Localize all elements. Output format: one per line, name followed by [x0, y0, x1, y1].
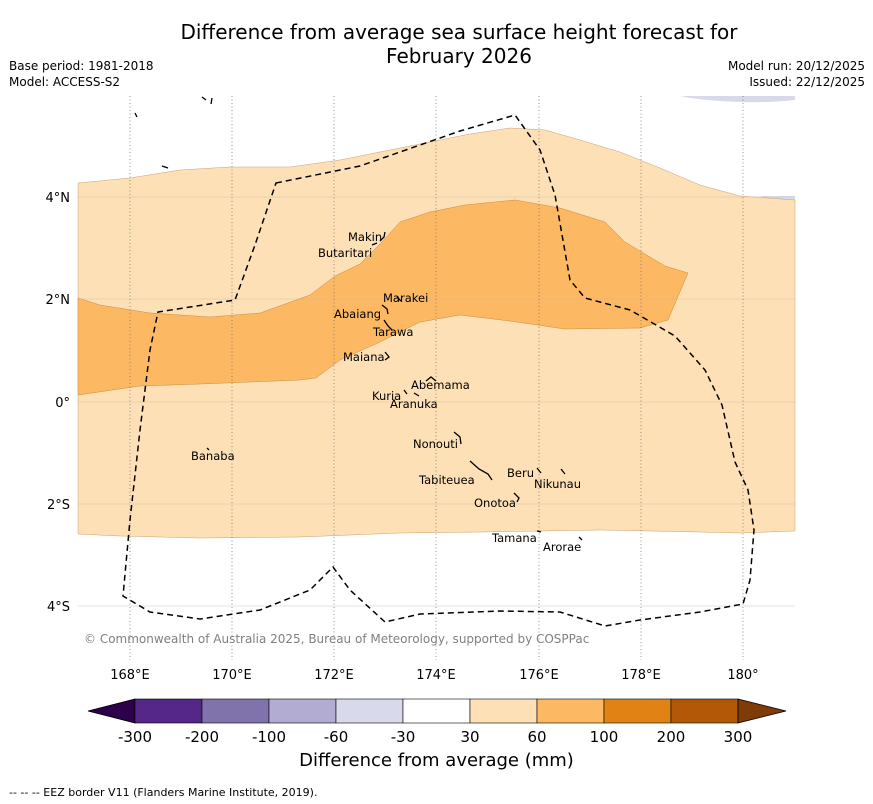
island-abemama: [425, 376, 437, 382]
colorbar-extend-low: [87, 698, 136, 724]
place-label: Abemama: [411, 378, 470, 392]
anomaly-region-negative: [680, 96, 795, 103]
place-label: Abaiang: [334, 307, 381, 321]
lon-tick-label: 170°E: [212, 668, 252, 683]
longitude-axis-labels: 168°E 170°E 172°E 174°E 176°E 178°E 180°: [110, 668, 758, 683]
colorbar-tick-label: -100: [252, 728, 286, 746]
place-label: Makin: [348, 230, 382, 244]
lon-tick-label: 178°E: [621, 668, 661, 683]
copyright-notice: © Commonwealth of Australia 2025, Bureau…: [84, 632, 590, 646]
colorbar-segment: [201, 698, 270, 724]
place-label: Tarawa: [372, 325, 413, 339]
latitude-gridlines: [78, 196, 795, 607]
colorbar-segment: [268, 698, 337, 724]
colorbar-segments: [87, 698, 787, 724]
colorbar-tick-label: -200: [185, 728, 219, 746]
forecast-map: Makin Butaritari Marakei Abaiang Tarawa …: [46, 96, 796, 683]
anomaly-region-30-60: [77, 127, 796, 539]
colorbar-tick-label: 60: [527, 728, 546, 746]
colorbar-tick-label: 100: [590, 728, 619, 746]
island-nonouti: [453, 431, 462, 445]
map-title-line2: February 2026: [386, 44, 532, 68]
colorbar-segment: [134, 698, 203, 724]
colorbar-segment: [335, 698, 404, 724]
lon-tick-label: 180°: [727, 668, 758, 683]
anomaly-region-60-100: [77, 199, 689, 396]
place-label: Maiana: [343, 350, 385, 364]
colorbar-segment: [603, 698, 672, 724]
colorbar-segment: [536, 698, 605, 724]
model-run-date: Model run: 20/12/2025: [727, 59, 865, 73]
lon-tick-label: 174°E: [416, 668, 456, 683]
map-title-line1: Difference from average sea surface heig…: [180, 20, 738, 44]
lat-tick-label: 0°: [55, 396, 70, 411]
model-name: Model: ACCESS-S2: [9, 75, 121, 89]
place-label: Aranuka: [390, 397, 438, 411]
map-title: Difference from average sea surface heig…: [0, 20, 873, 68]
island-butaritari: [371, 242, 378, 246]
lat-tick-label: 4°N: [46, 191, 71, 206]
island-aranuka: [413, 392, 420, 397]
colorbar-tick-label: 200: [657, 728, 686, 746]
colorbar-tick-label: 300: [724, 728, 753, 746]
place-label: Onotoa: [474, 496, 516, 510]
place-label: Nikunau: [534, 477, 581, 491]
place-label: Arorae: [543, 540, 581, 554]
island-makin: [379, 231, 386, 242]
place-labels: Makin Butaritari Marakei Abaiang Tarawa …: [191, 230, 581, 554]
colorbar-tick-label: -300: [118, 728, 152, 746]
colorbar: -300 -200 -100 -60 -30 30 60 100 200 300: [87, 698, 787, 746]
island-banaba: [206, 447, 210, 451]
lat-tick-label: 2°N: [46, 293, 71, 308]
place-label: Tamana: [491, 531, 537, 545]
island-nw-2: [201, 96, 213, 105]
place-label: Nonouti: [413, 437, 458, 451]
place-label: Beru: [507, 466, 534, 480]
island-nw-1: [134, 112, 138, 118]
lat-tick-label: 2°S: [47, 498, 70, 513]
lat-tick-label: 4°S: [47, 600, 70, 615]
place-label: Tabiteuea: [418, 473, 475, 487]
colorbar-tick-label: 30: [460, 728, 479, 746]
island-onotoa: [513, 492, 520, 503]
colorbar-segment: [402, 698, 471, 724]
eez-legend-note: -- -- -- EEZ border V11 (Flanders Marine…: [9, 786, 318, 799]
island-kuria: [403, 389, 408, 395]
latitude-axis-labels: 4°N 2°N 0° 2°S 4°S: [46, 191, 71, 615]
lon-tick-label: 176°E: [519, 668, 559, 683]
issued-date: Issued: 22/12/2025: [749, 75, 865, 89]
colorbar-segment: [469, 698, 538, 724]
longitude-gridlines: [129, 96, 744, 660]
run-info: Model run: 20/12/2025 Issued: 22/12/2025: [728, 58, 865, 90]
place-label: Banaba: [191, 449, 235, 463]
colorbar-extend-high: [737, 698, 787, 724]
place-label: Marakei: [383, 291, 428, 305]
lon-tick-label: 168°E: [110, 668, 150, 683]
colorbar-labels: -300 -200 -100 -60 -30 30 60 100 200 300: [118, 728, 752, 746]
island-tarawa: [383, 319, 393, 331]
island-shapes: [134, 96, 583, 541]
island-tamana: [536, 530, 542, 533]
island-maiana: [384, 351, 390, 361]
colorbar-tick-label: -60: [324, 728, 349, 746]
island-marakei: [396, 296, 402, 302]
place-label: Kuria: [372, 389, 401, 403]
island-nw-3: [161, 165, 169, 169]
colorbar-segment: [670, 698, 739, 724]
island-beru: [536, 467, 542, 474]
island-arorae: [578, 536, 583, 541]
island-tabiteuea: [469, 460, 493, 481]
island-abaiang: [381, 304, 389, 315]
base-period: Base period: 1981-2018: [9, 59, 154, 73]
place-label: Butaritari: [318, 246, 372, 260]
island-nikunau: [560, 468, 566, 475]
model-info: Base period: 1981-2018 Model: ACCESS-S2: [9, 58, 154, 90]
lon-tick-label: 172°E: [314, 668, 354, 683]
colorbar-title: Difference from average (mm): [299, 750, 574, 771]
colorbar-tick-label: -30: [391, 728, 416, 746]
